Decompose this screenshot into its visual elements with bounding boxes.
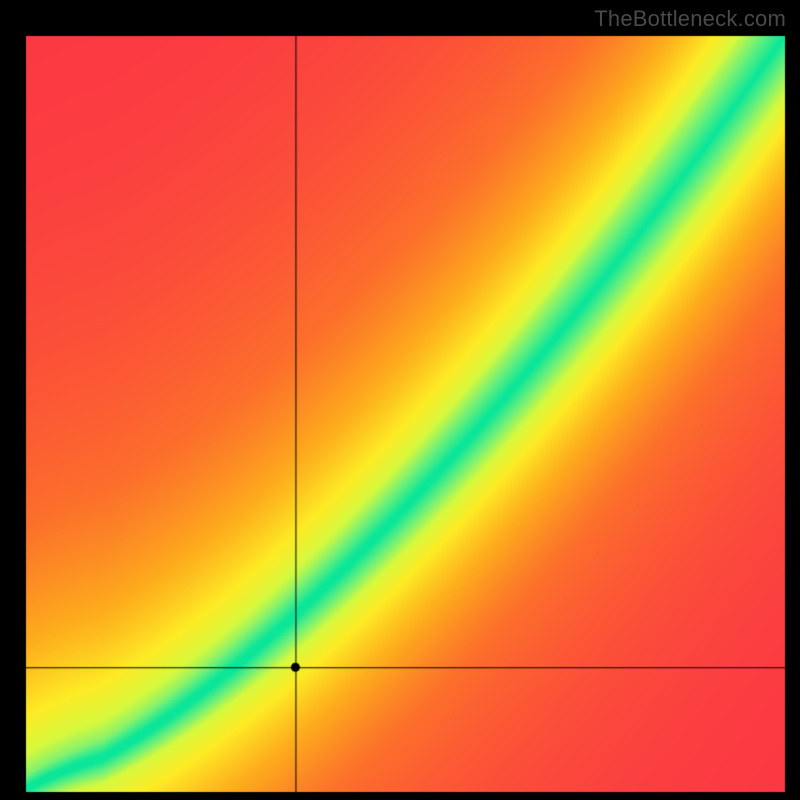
watermark-text: TheBottleneck.com [594, 6, 786, 32]
heatmap-canvas [0, 0, 800, 800]
chart-container: TheBottleneck.com [0, 0, 800, 800]
